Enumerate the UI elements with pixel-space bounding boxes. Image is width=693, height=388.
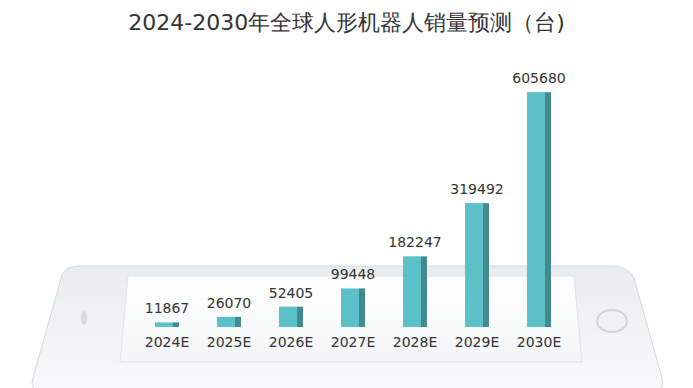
bar <box>217 317 235 327</box>
phone-button <box>597 310 627 332</box>
data-label: 319492 <box>450 181 503 197</box>
labels: 11867 2024E 26070 2025E 52405 2026E 99448 2027E… <box>145 70 566 350</box>
data-label: 99448 <box>331 266 376 282</box>
phone-body <box>32 266 663 388</box>
chart-title: 2024-2030年全球人形机器人销量预测（台) <box>128 10 565 35</box>
data-label: 182247 <box>388 234 441 250</box>
bar-side <box>421 256 427 327</box>
data-label: 26070 <box>207 295 252 311</box>
bar-side <box>483 203 489 327</box>
bar-side <box>545 92 551 327</box>
x-tick-label: 2029E <box>455 334 499 350</box>
chart-svg: 2024-2030年全球人形机器人销量预测（台) 11867 2024E 26070 2… <box>0 0 693 388</box>
bar <box>403 256 421 327</box>
data-label: 605680 <box>512 70 565 86</box>
x-tick-label: 2027E <box>331 334 375 350</box>
x-tick-label: 2024E <box>145 334 189 350</box>
x-tick-label: 2028E <box>393 334 437 350</box>
bar-side <box>359 288 365 327</box>
bar <box>155 322 173 327</box>
x-tick-label: 2030E <box>517 334 561 350</box>
chart-container: 2024-2030年全球人形机器人销量预测（台) 11867 2024E 26070 2… <box>0 0 693 388</box>
bar <box>341 288 359 327</box>
phone-screen <box>120 276 582 362</box>
bar-side <box>173 322 179 327</box>
x-tick-label: 2026E <box>269 334 313 350</box>
phone-decoration <box>32 266 663 388</box>
bar <box>465 203 483 327</box>
bar-side <box>235 317 241 327</box>
data-label: 11867 <box>145 300 190 316</box>
bars <box>155 92 551 327</box>
phone-speaker <box>81 311 87 325</box>
x-tick-label: 2025E <box>207 334 251 350</box>
bar <box>279 307 297 327</box>
data-label: 52405 <box>269 285 314 301</box>
bar-side <box>297 307 303 327</box>
bar <box>527 92 545 327</box>
